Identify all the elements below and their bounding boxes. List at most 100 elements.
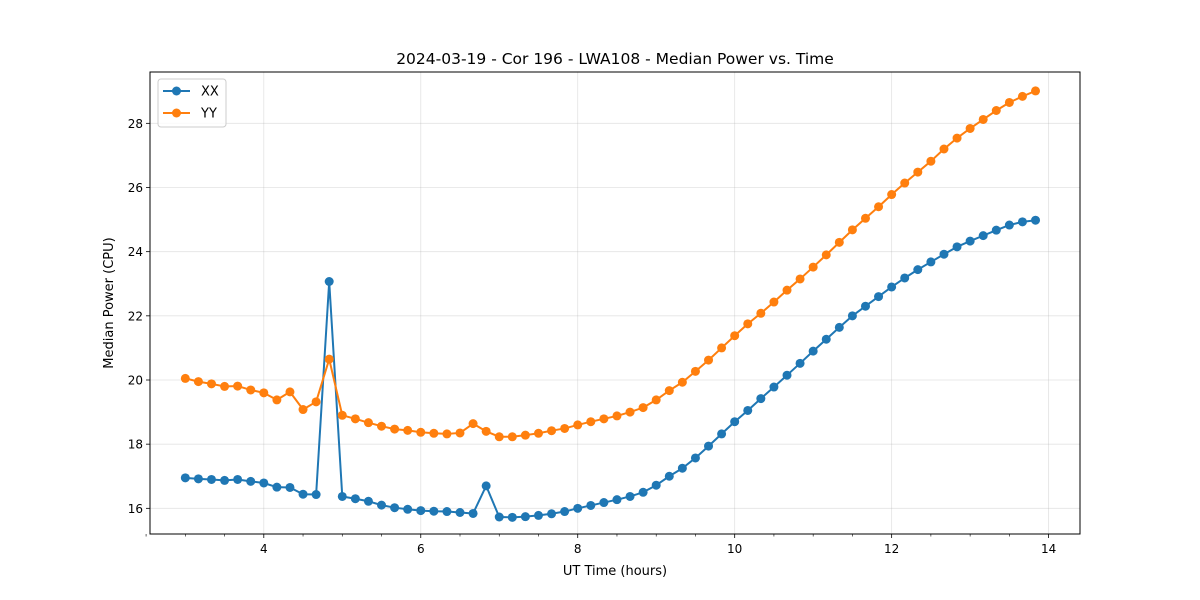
series-xx-point bbox=[834, 322, 844, 332]
series-xx-point bbox=[677, 463, 687, 473]
series-yy-point bbox=[363, 418, 373, 428]
legend: XX YY bbox=[157, 78, 227, 128]
series-yy-point bbox=[874, 202, 884, 212]
tick-layer: 4 6 8 10 12 14 16 18 20 22 24 26 28 bbox=[128, 117, 1057, 556]
series-yy-point bbox=[350, 414, 360, 424]
series-yy-point bbox=[913, 167, 923, 177]
series-yy-point bbox=[285, 387, 295, 397]
series-yy-point bbox=[573, 420, 583, 430]
series-xx-point bbox=[821, 334, 831, 344]
series-yy-point bbox=[625, 407, 635, 417]
series-xx-point bbox=[730, 417, 740, 427]
x-tick-label: 6 bbox=[417, 542, 425, 556]
series-yy-point bbox=[455, 428, 465, 438]
series-xx-point bbox=[324, 277, 334, 286]
series-yy-point bbox=[704, 355, 714, 365]
series-xx-point bbox=[860, 301, 870, 311]
series-xx-point bbox=[272, 482, 282, 492]
series-yy-point bbox=[900, 178, 910, 188]
series-yy-point bbox=[220, 381, 230, 391]
series-xx-point bbox=[560, 507, 570, 517]
series-xx-point bbox=[743, 405, 753, 415]
series-xx-point bbox=[455, 508, 465, 517]
series-xx-point bbox=[468, 508, 478, 518]
series-xx-point bbox=[638, 487, 648, 497]
series-layer bbox=[180, 86, 1041, 522]
series-yy-point bbox=[337, 410, 347, 420]
series-yy-point bbox=[965, 123, 975, 133]
series-xx-point bbox=[416, 506, 426, 516]
x-tick-label: 8 bbox=[574, 542, 582, 556]
series-yy-point bbox=[272, 395, 282, 405]
series-yy-point bbox=[442, 429, 452, 439]
series-yy-point bbox=[821, 250, 831, 260]
series-xx-point bbox=[520, 512, 530, 522]
series-xx-point bbox=[350, 494, 360, 504]
series-xx-point bbox=[246, 476, 256, 486]
series-xx-point bbox=[704, 441, 714, 451]
series-xx-point bbox=[311, 490, 321, 500]
y-tick-label: 26 bbox=[128, 181, 143, 195]
series-xx-point bbox=[782, 370, 792, 380]
series-yy-point bbox=[730, 331, 740, 341]
series-yy-point bbox=[180, 373, 190, 383]
series-yy-point bbox=[494, 432, 504, 442]
series-xx-point bbox=[965, 236, 975, 246]
series-xx-point bbox=[403, 504, 413, 514]
series-yy-point bbox=[664, 386, 674, 396]
legend-yy-label: YY bbox=[200, 107, 217, 122]
series-yy-point bbox=[377, 421, 387, 431]
series-yy-point bbox=[939, 144, 949, 154]
series-xx-point bbox=[717, 429, 727, 439]
series-xx-point bbox=[193, 474, 203, 484]
series-xx-point bbox=[285, 482, 295, 492]
series-yy-point bbox=[298, 405, 308, 415]
series-xx-point bbox=[939, 249, 949, 259]
series-xx-point bbox=[664, 471, 674, 481]
series-xx-point bbox=[220, 475, 230, 485]
series-xx-point bbox=[690, 453, 700, 463]
series-xx-point bbox=[377, 500, 387, 510]
series-yy-point bbox=[403, 425, 413, 435]
series-xx-point bbox=[1017, 217, 1027, 227]
series-yy-point bbox=[717, 343, 727, 353]
series-yy-point bbox=[233, 381, 243, 391]
series-xx-point bbox=[1004, 220, 1014, 230]
series-yy-point bbox=[1031, 86, 1041, 96]
series-xx-point bbox=[913, 265, 923, 275]
y-tick-label: 28 bbox=[128, 117, 143, 131]
series-yy-point bbox=[481, 426, 491, 436]
series-yy-point bbox=[1004, 97, 1014, 107]
series-yy-point bbox=[259, 388, 269, 398]
series-yy-point bbox=[612, 411, 622, 421]
series-xx-point bbox=[180, 473, 190, 483]
series-yy-point bbox=[651, 395, 661, 405]
series-yy-point bbox=[324, 354, 334, 364]
series-xx-point bbox=[494, 512, 504, 522]
series-xx-point bbox=[887, 282, 897, 292]
series-yy-point bbox=[599, 414, 609, 424]
y-tick-label: 24 bbox=[128, 245, 143, 259]
series-yy-point bbox=[769, 297, 779, 307]
series-xx-point bbox=[978, 231, 988, 241]
series-yy-point bbox=[991, 106, 1001, 115]
series-xx-point bbox=[808, 346, 818, 356]
series-yy-point bbox=[782, 285, 792, 295]
series-yy-point bbox=[560, 423, 570, 433]
series-yy-point bbox=[860, 213, 870, 223]
series-yy-point bbox=[847, 225, 857, 235]
series-xx-point bbox=[429, 506, 439, 516]
series-xx-point bbox=[926, 257, 936, 267]
series-xx-point bbox=[952, 242, 962, 252]
x-tick-label: 10 bbox=[727, 542, 742, 556]
series-xx-point bbox=[298, 489, 308, 499]
series-yy-point bbox=[808, 262, 818, 272]
series-xx-point bbox=[533, 510, 543, 520]
series-yy-point bbox=[756, 308, 766, 318]
series-yy-point bbox=[507, 432, 517, 442]
series-xx-point bbox=[573, 503, 583, 513]
series-yy-point bbox=[193, 377, 203, 387]
series-xx-point bbox=[651, 480, 661, 490]
series-xx-point bbox=[363, 496, 373, 506]
